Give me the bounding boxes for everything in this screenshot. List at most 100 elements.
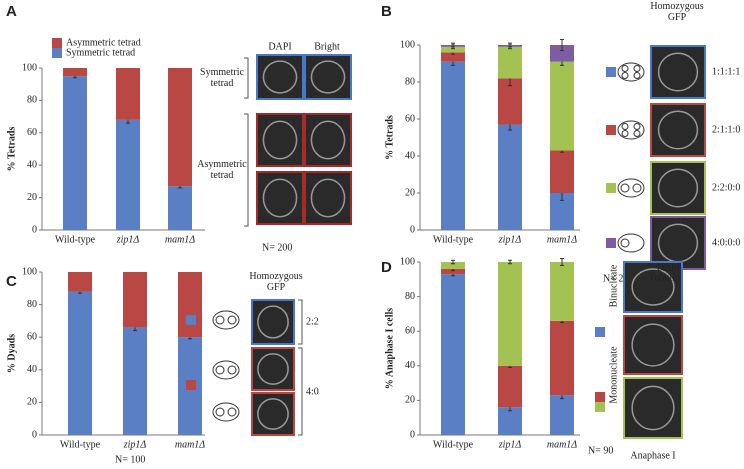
cell-outline [262,120,298,160]
cell-outline [310,178,346,218]
x-tick-label: mam1Δ [547,439,577,450]
x-tick-label: mam1Δ [175,439,205,450]
y-tick-label: 20 [27,192,37,203]
bar-segment [123,327,147,435]
micrograph [251,347,295,391]
stain-label: DAPI [657,262,680,273]
y-tick-label: 100 [22,266,37,277]
micrograph [623,261,683,313]
micrograph [623,377,683,439]
bar-segment [498,407,522,435]
spore-icon [212,402,240,422]
bar-segment [116,68,140,120]
spore-icon [617,178,645,198]
y-tick-label: 20 [405,395,415,406]
panel-letter: B [381,3,392,20]
y-tick-label: 80 [27,299,37,310]
image-label: Asymmetric tetrad [197,159,247,181]
legend-label: 4:0 [306,386,319,397]
legend-swatch [595,402,605,412]
cell-outline [631,323,675,367]
spore [621,72,629,79]
panel-letter: C [6,273,17,290]
micrograph [256,54,304,100]
bar-segment [63,68,87,77]
spore [215,365,225,375]
legend-label: 2:2:0:0 [712,182,740,193]
cell-outline [310,120,346,160]
bar-segment [498,262,522,366]
spore [621,130,629,137]
bar-segment [550,45,574,62]
bar-segment [68,291,92,435]
spore [227,365,237,375]
spore [620,183,630,193]
image-label: DAPI [268,41,291,52]
micrograph [623,315,683,375]
legend-swatch [606,125,616,135]
image-header: Homozygous GFP [650,1,703,23]
micrograph [256,113,304,167]
y-tick-label: 80 [405,76,415,87]
panel-letter: A [6,3,17,20]
x-tick-label: zip1Δ [123,439,147,450]
x-tick-label: Wild-type [55,234,96,245]
y-tick-label: 0 [32,224,37,235]
bar-segment [550,320,574,396]
spore [227,407,237,417]
x-tick-label: zip1Δ [498,234,522,245]
legend-swatch [186,380,196,390]
bar-segment [116,119,140,230]
legend-swatch [595,392,605,402]
spore [620,238,630,248]
x-tick-label: mam1Δ [547,234,577,245]
image-label: Symmetric tetrad [200,67,244,89]
cell-outline [657,168,699,208]
x-tick-label: Wild-type [433,234,474,245]
legend-label: 2:2 [306,316,319,327]
y-tick-label: 40 [405,360,415,371]
bar-segment [498,124,522,230]
legend-swatch [606,67,616,77]
x-tick-label: mam1Δ [165,234,195,245]
y-tick-label: 60 [27,127,37,138]
y-tick-label: 40 [405,150,415,161]
micrograph [304,113,352,167]
cell-outline [631,268,675,306]
y-axis-label: % Dyads [6,334,17,373]
bar-segment [550,61,574,151]
y-tick-label: 40 [27,159,37,170]
cell-outline [262,178,298,218]
micrograph [251,392,295,436]
micrograph [650,161,706,215]
y-tick-label: 0 [32,429,37,440]
y-tick-label: 0 [410,429,415,440]
bar-segment [550,150,574,193]
micrograph [256,171,304,225]
stain-label: Tubulin [649,272,680,283]
legend-label: 1:1:1:1 [712,66,740,77]
bar-segment [550,262,574,321]
bracket [298,299,303,345]
micrograph [650,45,706,99]
y-tick-label: 100 [400,39,415,50]
y-tick-label: 20 [405,187,415,198]
sample-size: N= 90 [588,445,613,456]
spore [227,315,237,325]
legend-swatch [606,183,616,193]
image-label: Bright [314,41,340,52]
bar-segment [441,274,465,435]
y-tick-label: 40 [27,364,37,375]
bracket [298,347,303,436]
spore [633,130,641,137]
legend-swatch [606,238,616,248]
y-tick-label: 80 [405,291,415,302]
x-tick-label: zip1Δ [116,234,140,245]
micrograph [304,171,352,225]
spore [215,315,225,325]
bar-segment [168,186,192,230]
image-caption: Anaphase I [630,450,675,461]
legend-label: Binucleate [608,264,619,307]
bar-segment [441,61,465,231]
spore [621,65,629,72]
